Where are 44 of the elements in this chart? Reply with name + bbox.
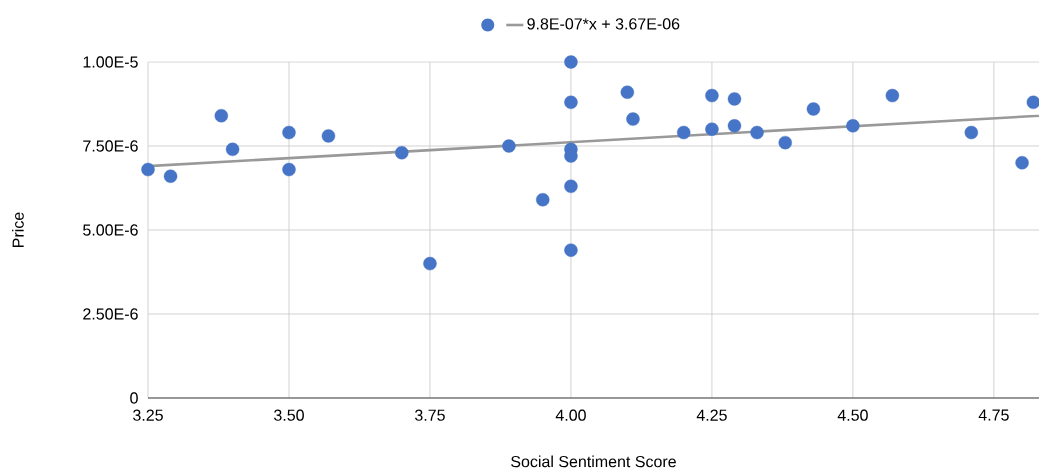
point (564, 179, 578, 194)
point (626, 112, 640, 126)
point (705, 122, 719, 136)
x-tick-label: 4.50 (837, 409, 868, 421)
point (885, 88, 900, 103)
x-tick-label: 4.75 (978, 409, 1009, 421)
y-tick-label: 5.00E-6 (83, 224, 138, 236)
point (282, 125, 296, 140)
point (502, 139, 516, 153)
point (1015, 156, 1029, 170)
point (564, 55, 578, 69)
point (321, 129, 336, 143)
point (705, 88, 719, 103)
point (727, 119, 742, 133)
point (778, 135, 792, 150)
y-axis-title: Price (12, 212, 24, 247)
point (964, 125, 979, 140)
point (141, 162, 155, 177)
point (620, 85, 635, 99)
point (727, 92, 742, 106)
point (423, 256, 437, 271)
x-tick-label: 4.00 (555, 409, 586, 421)
point (564, 243, 578, 257)
y-tick-label: 1.00E-5 (83, 56, 138, 68)
point (395, 146, 409, 160)
x-tick-label: 3.25 (133, 409, 163, 421)
point (163, 169, 178, 183)
point (282, 162, 296, 177)
point (214, 109, 229, 123)
point (536, 193, 550, 207)
point (225, 142, 240, 157)
point (750, 125, 764, 140)
y-tick-label: 2.50E-6 (83, 308, 138, 320)
point (806, 102, 821, 116)
point (846, 119, 860, 133)
point (677, 125, 691, 140)
x-tick-label: 3.50 (274, 409, 304, 421)
y-tick-label: 7.50E-6 (83, 140, 138, 152)
y-tick-label: 0 (130, 392, 138, 404)
x-axis-title: Social Sentiment Score (511, 455, 676, 468)
x-tick-label: 3.75 (415, 409, 445, 421)
x-tick-label: 4.25 (696, 409, 727, 421)
legend-label: 9.8E-07*x + 3.67E-06 (527, 18, 680, 30)
point (564, 95, 578, 110)
